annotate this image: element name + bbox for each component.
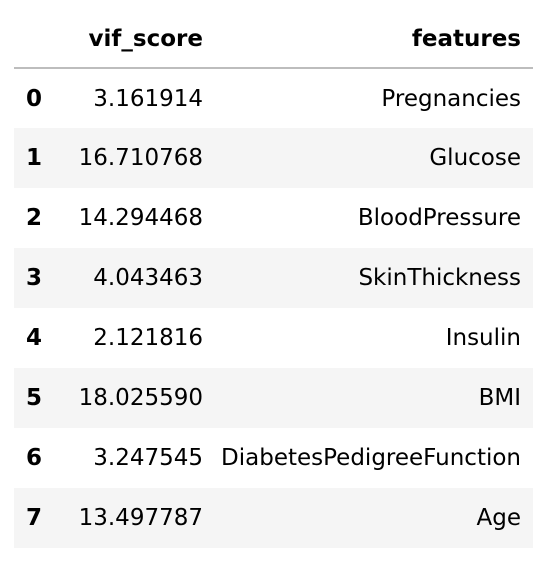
feature-cell: BMI bbox=[478, 385, 521, 411]
header-row: vif_score features bbox=[14, 10, 533, 69]
table-row: 7 13.497787 Age bbox=[14, 488, 533, 548]
column-header-features: features bbox=[215, 10, 533, 69]
vif-score-cell: 4.043463 bbox=[93, 265, 203, 291]
vif-score-cell: 2.121816 bbox=[93, 325, 203, 351]
table-row: 2 14.294468 BloodPressure bbox=[14, 188, 533, 248]
feature-cell: SkinThickness bbox=[358, 265, 521, 291]
table-row: 3 4.043463 SkinThickness bbox=[14, 248, 533, 308]
vif-score-cell: 3.247545 bbox=[93, 445, 203, 471]
table-row: 0 3.161914 Pregnancies bbox=[14, 68, 533, 128]
row-index: 4 bbox=[26, 325, 43, 351]
row-index: 0 bbox=[26, 85, 43, 112]
vif-score-cell: 14.294468 bbox=[78, 205, 203, 231]
row-index: 7 bbox=[26, 505, 43, 531]
row-index: 3 bbox=[26, 265, 43, 291]
vif-score-cell: 13.497787 bbox=[78, 505, 203, 531]
index-header bbox=[14, 10, 60, 69]
vif-score-cell: 18.025590 bbox=[78, 385, 203, 411]
feature-cell: Glucose bbox=[429, 145, 521, 171]
vif-score-cell: 16.710768 bbox=[78, 145, 203, 171]
feature-cell: DiabetesPedigreeFunction bbox=[221, 445, 521, 471]
table-body: 0 3.161914 Pregnancies 1 16.710768 Gluco… bbox=[14, 68, 533, 548]
table-row: 4 2.121816 Insulin bbox=[14, 308, 533, 368]
row-index: 1 bbox=[26, 145, 43, 171]
table-row: 6 3.247545 DiabetesPedigreeFunction bbox=[14, 428, 533, 488]
feature-cell: Insulin bbox=[445, 325, 521, 351]
feature-cell: Age bbox=[476, 505, 521, 531]
row-index: 5 bbox=[26, 385, 43, 411]
dataframe-container: vif_score features 0 3.161914 Pregnancie… bbox=[14, 10, 533, 548]
table-row: 1 16.710768 Glucose bbox=[14, 128, 533, 188]
table-header: vif_score features bbox=[14, 10, 533, 69]
feature-cell: Pregnancies bbox=[381, 85, 521, 112]
row-index: 6 bbox=[26, 445, 43, 471]
column-header-vif-score: vif_score bbox=[60, 10, 215, 69]
row-index: 2 bbox=[26, 205, 43, 231]
feature-cell: BloodPressure bbox=[357, 205, 521, 231]
vif-table: vif_score features 0 3.161914 Pregnancie… bbox=[14, 10, 533, 548]
table-row: 5 18.025590 BMI bbox=[14, 368, 533, 428]
vif-score-cell: 3.161914 bbox=[93, 85, 203, 112]
